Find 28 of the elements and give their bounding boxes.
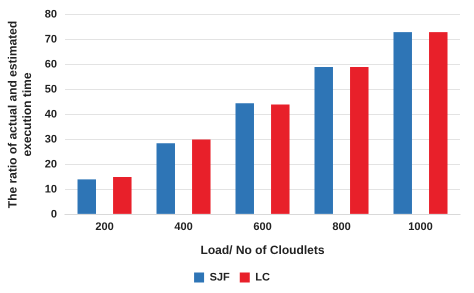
legend-label: LC <box>255 272 270 284</box>
bar <box>156 143 175 214</box>
x-tick-label: 800 <box>332 221 351 234</box>
x-tick-label: 600 <box>253 221 272 234</box>
y-axis-title: The ratio of actual and estimated execution time <box>6 20 34 208</box>
y-tick-label: 40 <box>44 108 58 121</box>
y-tick-label: 80 <box>44 8 58 21</box>
bar <box>271 104 290 214</box>
x-tick-label: 200 <box>95 221 114 234</box>
y-tick-label: 20 <box>44 158 58 170</box>
legend-label: SJF <box>210 272 230 284</box>
y-tick-label: 0 <box>50 208 58 220</box>
y-tick-label: 50 <box>44 84 58 96</box>
x-axis-title: Load/ No of Cloudlets <box>200 243 325 258</box>
bar <box>350 67 369 214</box>
x-tick-label: 1000 <box>408 221 433 234</box>
bar <box>192 139 211 214</box>
bar <box>393 32 412 214</box>
bar <box>236 103 254 214</box>
y-tick-label: 70 <box>44 34 58 46</box>
y-tick-label: 30 <box>44 134 58 146</box>
bar <box>113 176 132 214</box>
bar <box>314 67 333 214</box>
x-tick-label: 400 <box>174 221 193 234</box>
bar <box>429 32 448 214</box>
y-tick-label: 10 <box>44 183 58 196</box>
y-tick-label: 60 <box>44 58 58 71</box>
bar <box>78 179 96 214</box>
